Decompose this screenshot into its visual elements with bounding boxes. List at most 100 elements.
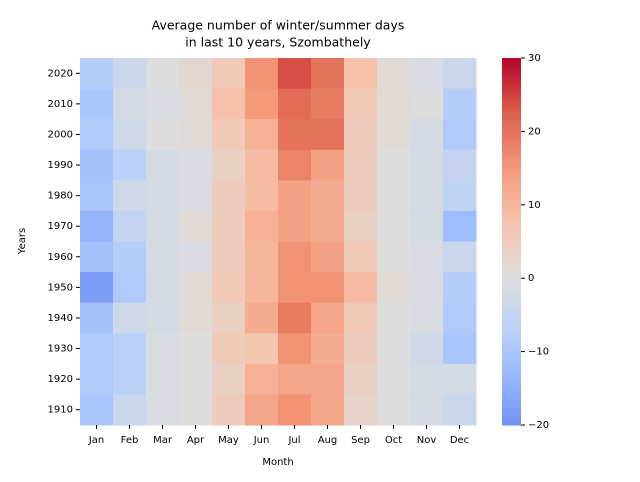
colorbar-segment bbox=[502, 369, 521, 374]
colorbar-segment bbox=[502, 76, 521, 80]
heatmap-cell bbox=[311, 88, 345, 120]
colorbar-segment bbox=[502, 201, 521, 206]
colorbar-segment bbox=[502, 122, 521, 126]
colorbar-tick-label: −10 bbox=[528, 347, 549, 358]
colorbar-segment bbox=[502, 152, 521, 157]
heatmap-cell bbox=[443, 119, 477, 151]
heatmap-cell bbox=[179, 394, 213, 426]
heatmap-cell bbox=[410, 180, 444, 212]
colorbar-segment bbox=[502, 311, 521, 316]
y-tick-label: 1970 bbox=[48, 221, 73, 232]
heatmap-cell bbox=[311, 119, 345, 151]
x-tick-label: Nov bbox=[417, 435, 437, 446]
y-tick-label: 1960 bbox=[48, 252, 73, 263]
heatmap-cell bbox=[377, 210, 411, 242]
heatmap-cell bbox=[311, 149, 345, 181]
colorbar-tick-label: 20 bbox=[528, 126, 541, 137]
colorbar-segment bbox=[502, 275, 521, 279]
heatmap-cell bbox=[278, 394, 312, 426]
heatmap-cell bbox=[278, 149, 312, 181]
heatmap-cell bbox=[212, 241, 246, 273]
colorbar-segment bbox=[502, 348, 521, 353]
colorbar-segment bbox=[502, 180, 521, 184]
colorbar-segment bbox=[502, 400, 521, 405]
heatmap-cell bbox=[443, 88, 477, 120]
heatmap-cell bbox=[377, 272, 411, 304]
heatmap-cell bbox=[344, 180, 378, 212]
colorbar-segment bbox=[502, 192, 521, 197]
chart-title: in last 10 years, Szombathely bbox=[185, 35, 371, 50]
heatmap-cell bbox=[146, 272, 180, 304]
colorbar-segment bbox=[502, 324, 521, 328]
colorbar-segment bbox=[502, 177, 521, 181]
colorbar-segment bbox=[502, 415, 521, 420]
colorbar-segment bbox=[502, 91, 521, 96]
colorbar-segment bbox=[502, 265, 521, 270]
y-tick-label: 1920 bbox=[48, 374, 73, 385]
heatmap-cell bbox=[113, 180, 147, 212]
heatmap-cell bbox=[377, 302, 411, 334]
heatmap-cell bbox=[377, 180, 411, 212]
colorbar-segment bbox=[502, 262, 521, 267]
heatmap-cell bbox=[443, 302, 477, 334]
heatmap-cell bbox=[410, 119, 444, 151]
heatmap-cell bbox=[113, 119, 147, 151]
colorbar-segment bbox=[502, 168, 521, 172]
heatmap-cell bbox=[245, 180, 279, 212]
x-tick-label: Feb bbox=[121, 435, 139, 446]
colorbar-segment bbox=[502, 287, 521, 291]
heatmap-cell bbox=[443, 149, 477, 181]
heatmap-cell bbox=[443, 210, 477, 242]
heatmap-cell bbox=[80, 88, 114, 120]
colorbar-segment bbox=[502, 394, 521, 398]
heatmap-cell bbox=[410, 302, 444, 334]
heatmap-cell bbox=[80, 119, 114, 151]
colorbar-segment bbox=[502, 382, 521, 386]
heatmap-cell bbox=[410, 149, 444, 181]
colorbar-segment bbox=[502, 58, 521, 62]
colorbar-segment bbox=[502, 100, 521, 105]
colorbar-segment bbox=[502, 321, 521, 325]
heatmap-cell bbox=[443, 333, 477, 365]
heatmap-cell bbox=[311, 180, 345, 212]
heatmap-cell bbox=[113, 58, 147, 90]
heatmap-cell bbox=[278, 88, 312, 120]
colorbar-segment bbox=[502, 247, 521, 252]
heatmap-cell bbox=[443, 241, 477, 273]
colorbar-segment bbox=[502, 64, 521, 68]
colorbar-segment bbox=[502, 217, 521, 221]
colorbar-segment bbox=[502, 385, 521, 389]
colorbar-segment bbox=[502, 317, 521, 322]
colorbar-segment bbox=[502, 223, 521, 227]
colorbar-segment bbox=[502, 155, 521, 160]
colorbar-tick-label: −20 bbox=[528, 420, 549, 431]
colorbar-segment bbox=[502, 293, 521, 298]
colorbar-segment bbox=[502, 61, 521, 65]
heatmap-cell bbox=[113, 88, 147, 120]
heatmap-cell bbox=[146, 149, 180, 181]
heatmap-cell bbox=[80, 241, 114, 273]
heatmap-cell bbox=[113, 363, 147, 395]
colorbar-segment bbox=[502, 174, 521, 178]
heatmap-cell bbox=[179, 149, 213, 181]
colorbar-segment bbox=[502, 305, 521, 310]
colorbar-segment bbox=[502, 391, 521, 395]
y-axis-label: Years bbox=[17, 228, 28, 255]
heatmap-cell bbox=[344, 149, 378, 181]
colorbar-segment bbox=[502, 204, 521, 209]
colorbar-segment bbox=[502, 109, 521, 114]
heatmap-cell bbox=[311, 333, 345, 365]
heatmap-cell bbox=[80, 302, 114, 334]
colorbar-segment bbox=[502, 388, 521, 392]
heatmap-cell bbox=[311, 210, 345, 242]
heatmap-cell bbox=[344, 302, 378, 334]
colorbar-segment bbox=[502, 259, 521, 264]
x-tick-label: Jun bbox=[253, 435, 270, 446]
colorbar-segment bbox=[502, 229, 521, 233]
heatmap-cell bbox=[146, 394, 180, 426]
colorbar-segment bbox=[502, 134, 521, 139]
colorbar-segment bbox=[502, 235, 521, 239]
colorbar-segment bbox=[502, 207, 521, 212]
colorbar-segment bbox=[502, 296, 521, 301]
colorbar-segment bbox=[502, 210, 521, 215]
